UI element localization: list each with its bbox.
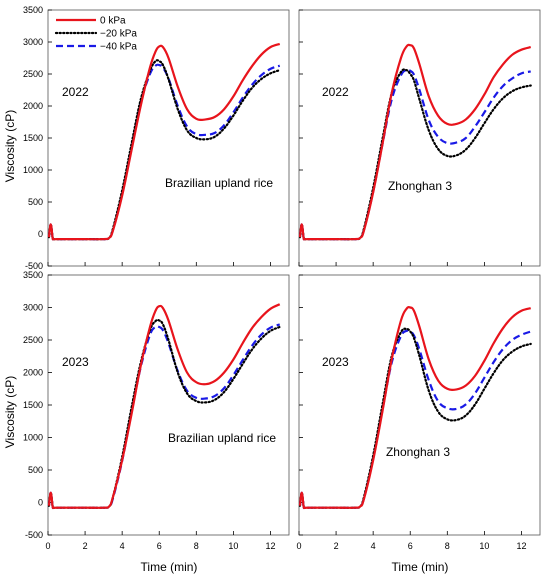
x-tick-label: 2 — [83, 541, 88, 551]
panel-year-label: 2023 — [322, 355, 349, 369]
y-tick-label: 500 — [28, 465, 43, 475]
x-tick-label: 4 — [371, 541, 376, 551]
legend-entry-label: 0 kPa — [100, 16, 126, 27]
panel-year-label: 2023 — [62, 355, 89, 369]
x-tick-label: 2 — [334, 541, 339, 551]
panel-cultivar-label: Brazilian upland rice — [165, 176, 273, 190]
panel-cultivar-label: Brazilian upland rice — [168, 431, 276, 445]
series-line-0kpakpa — [299, 306, 532, 510]
x-tick-label: 6 — [157, 541, 162, 551]
x-tick-label: 12 — [265, 541, 275, 551]
x-tick-label: 8 — [194, 541, 199, 551]
x-tick-label: 4 — [120, 541, 125, 551]
y-tick-label: 0 — [38, 229, 43, 239]
x-tick-label: 10 — [228, 541, 238, 551]
panel-cultivar-label: Zhonghan 3 — [388, 179, 452, 193]
panel-year-label: 2022 — [322, 85, 349, 99]
series-line-40kpakpa — [48, 63, 281, 241]
series-line-40kpakpa — [48, 323, 281, 510]
plot-frame — [47, 274, 290, 536]
panel-4: 0 2 4 6 8 10 12 2023 Zhonghan 3 — [296, 274, 541, 551]
legend-entry-label: −40 kPa — [100, 42, 137, 53]
y-tick-label: 2500 — [23, 69, 43, 79]
x-axis-label-right: Time (min) — [392, 560, 449, 574]
y-tick-label: 3000 — [23, 37, 43, 47]
y-axis-label-bottom: Viscosity (cP) — [3, 376, 17, 448]
panel-1: -500 0 500 1000 1500 2000 2500 3000 3500 2022 Braz… — [23, 5, 290, 271]
plot-frame — [47, 9, 290, 267]
y-tick-label: 1000 — [23, 165, 43, 175]
series-line-0kpakpa — [48, 42, 281, 241]
series-line-20kpakpa — [48, 318, 281, 510]
y-tick-label: 1500 — [23, 133, 43, 143]
y-tick-label: 1500 — [23, 400, 43, 410]
panel-2: 2022 Zhonghan 3 — [298, 9, 541, 267]
series-line-0kpakpa — [48, 303, 281, 510]
x-tick-label: 6 — [408, 541, 413, 551]
y-tick-label: 2500 — [23, 335, 43, 345]
y-tick-label: 500 — [28, 197, 43, 207]
x-tick-label: 10 — [479, 541, 489, 551]
y-tick-label: 3500 — [23, 5, 43, 15]
x-tick-label: 12 — [516, 541, 526, 551]
plot-frame — [298, 9, 541, 267]
y-tick-label: 1000 — [23, 433, 43, 443]
y-tick-label: 2000 — [23, 368, 43, 378]
series-line-40kpakpa — [299, 68, 531, 241]
panel-year-label: 2022 — [62, 85, 89, 99]
y-tick-label: 3500 — [23, 270, 43, 280]
y-tick-label: 2000 — [23, 101, 43, 111]
y-tick-label: -500 — [25, 261, 43, 271]
series-line-0kpakpa — [299, 43, 532, 241]
panels: -50005001000150020002500300035002022Braz… — [23, 5, 541, 551]
y-tick-label: 0 — [38, 498, 43, 508]
x-tick-label: 8 — [445, 541, 450, 551]
y-axis-label-top: Viscosity (cP) — [3, 110, 17, 182]
legend: 0 kPa −20 kPa −40 kPa — [54, 16, 137, 53]
x-axis-label-left: Time (min) — [141, 560, 198, 574]
y-tick-label: -500 — [25, 530, 43, 540]
x-tick-label: 0 — [296, 541, 301, 551]
y-tick-label: 3000 — [23, 303, 43, 313]
x-tick-label: 0 — [45, 541, 50, 551]
plot-frame — [298, 274, 541, 536]
panel-cultivar-label: Zhonghan 3 — [386, 445, 450, 459]
legend-entry-label: −20 kPa — [100, 29, 137, 40]
